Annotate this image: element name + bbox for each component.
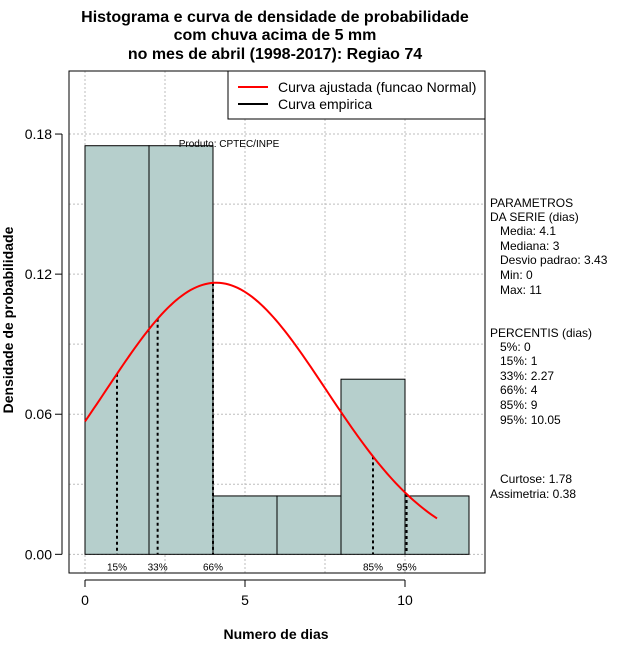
histogram-bar bbox=[340, 378, 406, 555]
parametros-line: Mediana: 3 bbox=[490, 239, 560, 253]
chart-title-line-2: com chuva acima de 5 mm bbox=[174, 27, 377, 44]
percentile-label: 85% bbox=[363, 562, 383, 573]
histogram-bar bbox=[148, 145, 214, 555]
percentis-line: 15%: 1 bbox=[490, 354, 538, 368]
percentile-label: 33% bbox=[148, 562, 168, 573]
parametros-line: Media: 4.1 bbox=[490, 224, 556, 238]
y-tick-label: 0.06 bbox=[25, 406, 52, 422]
product-annotation: Produto: CPTEC/INPE bbox=[179, 139, 280, 150]
legend-label-normal: Curva ajustada (funcao Normal) bbox=[278, 79, 476, 95]
histogram-bar bbox=[212, 495, 278, 555]
percentis-line: PERCENTIS (dias) bbox=[490, 326, 592, 340]
x-tick-label: 0 bbox=[81, 592, 89, 608]
percentis-line: 5%: 0 bbox=[490, 340, 531, 354]
shape-stats-block: Curtose: 1.78 Assimetria: 0.38 bbox=[490, 472, 576, 501]
parametros-line: Desvio padrao: 3.43 bbox=[490, 253, 608, 267]
x-axis-title: Numero de dias bbox=[223, 626, 328, 642]
normal-density-curve bbox=[84, 281, 438, 520]
parametros-line: Min: 0 bbox=[490, 268, 533, 282]
parametros-line: PARAMETROS bbox=[490, 196, 573, 210]
x-tick-label: 10 bbox=[397, 592, 413, 608]
x-axis: 0 5 10 bbox=[81, 579, 413, 608]
percentis-block: PERCENTIS (dias) 5%: 0 15%: 1 33%: 2.27 … bbox=[490, 326, 592, 427]
curtose-line: Curtose: 1.78 bbox=[490, 472, 572, 486]
histogram-bar bbox=[404, 495, 470, 555]
y-axis-title: Densidade de probabilidade bbox=[0, 226, 16, 413]
x-tick-label: 5 bbox=[241, 592, 249, 608]
histogram-bar bbox=[276, 495, 342, 555]
percentile-lines: 15% 33% 66% 85% 95% bbox=[107, 282, 417, 573]
y-tick-label: 0.12 bbox=[25, 266, 52, 282]
percentile-label: 15% bbox=[107, 562, 127, 573]
parametros-line: Max: 11 bbox=[490, 283, 542, 297]
percentis-line: 95%: 10.05 bbox=[490, 413, 561, 427]
y-axis: 0.00 0.06 0.12 0.18 bbox=[25, 126, 63, 562]
chart-title: Histograma e curva de densidade de proba… bbox=[81, 9, 469, 63]
percentis-line: 66%: 4 bbox=[490, 383, 538, 397]
percentis-line: 85%: 9 bbox=[490, 398, 538, 412]
assimetria-line: Assimetria: 0.38 bbox=[490, 487, 576, 501]
chart-title-line-1: Histograma e curva de densidade de proba… bbox=[81, 9, 469, 26]
y-tick-label: 0.18 bbox=[25, 126, 52, 142]
statistics-panel: PARAMETROS DA SERIE (dias) Media: 4.1 Me… bbox=[490, 196, 608, 501]
parametros-line: DA SERIE (dias) bbox=[490, 210, 579, 224]
histogram-bar bbox=[84, 145, 150, 555]
legend: Curva ajustada (funcao Normal) Curva emp… bbox=[227, 70, 486, 120]
y-tick-label: 0.00 bbox=[25, 546, 52, 562]
legend-label-empirical: Curva empirica bbox=[278, 96, 372, 112]
percentile-label: 95% bbox=[397, 562, 417, 573]
density-curve bbox=[84, 281, 438, 520]
chart-title-line-3: no mes de abril (1998-2017): Regiao 74 bbox=[128, 46, 422, 63]
percentis-line: 33%: 2.27 bbox=[490, 369, 554, 383]
parametros-block: PARAMETROS DA SERIE (dias) Media: 4.1 Me… bbox=[490, 196, 608, 297]
histogram-bars bbox=[84, 145, 470, 555]
legend-box bbox=[227, 70, 486, 120]
percentile-label: 66% bbox=[203, 562, 223, 573]
